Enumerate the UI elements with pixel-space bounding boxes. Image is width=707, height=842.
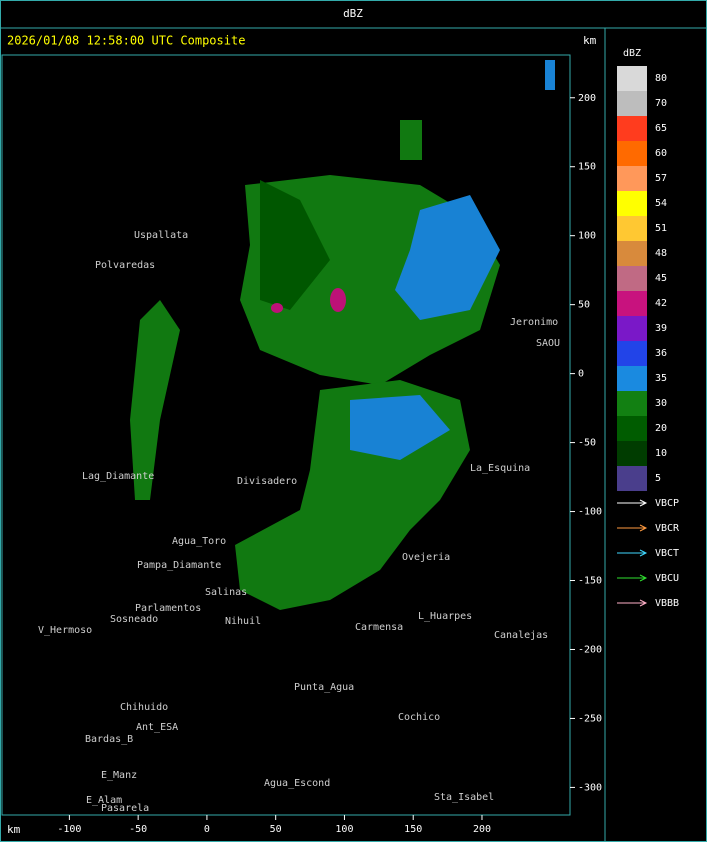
colorbar-label: 10 xyxy=(655,448,667,459)
y-tick-label: 150 xyxy=(578,162,596,173)
legend-label: VBCT xyxy=(655,548,679,559)
colorbar-label: 48 xyxy=(655,248,667,259)
legend-label: VBCP xyxy=(655,498,679,509)
colorbar-swatch xyxy=(617,241,647,266)
legend-arrow xyxy=(639,524,648,532)
colorbar-label: 36 xyxy=(655,348,667,359)
place: Carmensa xyxy=(355,622,403,633)
y-tick-label: 0 xyxy=(578,369,584,380)
colorbar-label: 80 xyxy=(655,73,667,84)
x-tick-label: 0 xyxy=(204,824,210,835)
radar-echoes xyxy=(130,60,555,610)
place: Lag_Diamante xyxy=(82,471,154,482)
place: Ovejeria xyxy=(402,552,450,563)
colorbar-swatch xyxy=(617,266,647,291)
colorbar-swatch xyxy=(617,91,647,116)
legend-arrow xyxy=(639,549,648,557)
colorbar-label: 57 xyxy=(655,173,667,184)
place: La_Esquina xyxy=(470,463,530,474)
colorbar-label: 45 xyxy=(655,273,667,284)
place: Divisadero xyxy=(237,476,297,487)
place: Jeronimo xyxy=(510,317,558,328)
colorbar-swatch xyxy=(617,441,647,466)
colorbar-swatch xyxy=(617,416,647,441)
place: Parlamentos xyxy=(135,603,201,614)
colorbar-label: 60 xyxy=(655,148,667,159)
colorbar-label: 35 xyxy=(655,373,667,384)
x-tick-label: 200 xyxy=(473,824,491,835)
y-tick-label: -100 xyxy=(578,507,602,518)
legend-label: VBCR xyxy=(655,523,680,534)
place: Punta_Agua xyxy=(294,682,354,693)
place: E_Alam xyxy=(86,795,122,806)
colorbar-swatch xyxy=(617,216,647,241)
map-title: 2026/01/08 12:58:00 UTC Composite xyxy=(7,34,245,48)
place: Ant_ESA xyxy=(136,722,178,733)
colorbar-label: 5 xyxy=(655,473,661,484)
x-tick-label: 150 xyxy=(404,824,422,835)
legend-arrow xyxy=(639,574,648,582)
colorbar-label: 20 xyxy=(655,423,667,434)
legend-label: VBCU xyxy=(655,573,679,584)
colorbar-swatch xyxy=(617,366,647,391)
colorbar-label: 39 xyxy=(655,323,667,334)
colorbar-swatch xyxy=(617,316,647,341)
legend-label: VBBB xyxy=(655,598,679,609)
x-tick-label: -100 xyxy=(57,824,81,835)
places: Uspallata Polvaredas Divisadero Agua_Tor… xyxy=(38,230,560,814)
place: E_Manz xyxy=(101,770,137,781)
colorbar-swatch xyxy=(617,166,647,191)
y-tick-label: -50 xyxy=(578,438,596,449)
map-area xyxy=(1,54,571,816)
place: Sta_Isabel xyxy=(434,792,494,803)
legend-arrow xyxy=(639,599,648,607)
place: V_Hermoso xyxy=(38,625,92,636)
x-unit: km xyxy=(7,823,21,836)
place: Canalejas xyxy=(494,630,548,641)
y-tick-label: -200 xyxy=(578,644,602,655)
colorbar-swatch xyxy=(617,116,647,141)
place: Agua_Escond xyxy=(264,778,330,789)
y-tick-label: 200 xyxy=(578,93,596,104)
place: Pampa_Diamante xyxy=(137,560,221,571)
y-tick-label: -250 xyxy=(578,713,602,724)
colorbar-label: 30 xyxy=(655,398,667,409)
colorbar-swatch xyxy=(617,466,647,491)
x-tick-label: 50 xyxy=(270,824,282,835)
place: Chihuido xyxy=(120,702,168,713)
colorbar-swatch xyxy=(617,391,647,416)
colorbar-swatch xyxy=(617,341,647,366)
place: Salinas xyxy=(205,587,247,598)
place: Uspallata xyxy=(134,230,188,241)
place: L_Huarpes xyxy=(418,611,472,622)
y-unit: km xyxy=(583,34,597,47)
legend-arrow xyxy=(639,499,648,507)
place: Agua_Toro xyxy=(172,536,226,547)
header-title: dBZ xyxy=(343,7,363,20)
x-tick-label: -50 xyxy=(129,824,147,835)
colorbar-label: 51 xyxy=(655,223,667,234)
colorbar-title: dBZ xyxy=(623,48,641,59)
colorbar-label: 54 xyxy=(655,198,667,209)
colorbar-swatch xyxy=(617,291,647,316)
colorbar-label: 65 xyxy=(655,123,667,134)
colorbar-swatch xyxy=(617,66,647,91)
place: Nihuil xyxy=(225,616,261,627)
colorbar-label: 42 xyxy=(655,298,667,309)
place: Bardas_B xyxy=(85,734,133,745)
place: Cochico xyxy=(398,712,440,723)
y-tick-label: -300 xyxy=(578,782,602,793)
y-tick-label: 50 xyxy=(578,300,590,311)
colorbar-swatch xyxy=(617,141,647,166)
x-tick-label: 100 xyxy=(335,824,353,835)
place: Pasarela xyxy=(101,803,149,814)
place: SAOU xyxy=(536,338,560,349)
place: Sosneado xyxy=(110,614,158,625)
y-tick-label: -150 xyxy=(578,576,602,587)
y-tick-label: 100 xyxy=(578,231,596,242)
colorbar-label: 70 xyxy=(655,98,667,109)
place: Polvaredas xyxy=(95,260,155,271)
colorbar-swatch xyxy=(617,191,647,216)
